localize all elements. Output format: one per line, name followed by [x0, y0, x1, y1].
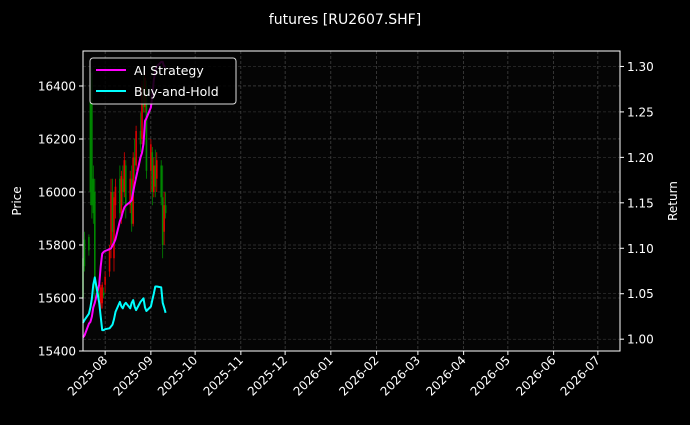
y-left-tick-label: 15400 [38, 345, 76, 359]
candle-body [154, 165, 157, 187]
candle-body [83, 239, 86, 267]
candle-body [133, 157, 136, 166]
candle-body [102, 292, 105, 296]
candle-body [88, 237, 90, 251]
candle-body [110, 191, 112, 245]
candle-body [153, 165, 155, 192]
y-axis-right-label: Return [666, 181, 680, 221]
candle-body [145, 85, 148, 171]
candle-body [101, 284, 103, 304]
y-left-tick-label: 15800 [38, 238, 76, 252]
candle-body [164, 205, 167, 214]
candle-body [122, 178, 124, 192]
candle-body [151, 152, 154, 192]
candle-body [111, 191, 114, 232]
plot-frame [82, 50, 621, 352]
candle-body [119, 178, 121, 214]
y-left-tick-label: 16200 [38, 132, 76, 146]
y-right-tick-label: 1.20 [627, 151, 654, 165]
candle-body [163, 205, 165, 232]
candle-body [139, 131, 142, 145]
candle-body [124, 165, 127, 206]
candle-body [113, 197, 115, 259]
legend-label-ai: AI Strategy [134, 63, 204, 78]
y-right-tick-label: 1.05 [627, 287, 654, 301]
y-right-tick-label: 1.00 [627, 333, 654, 347]
y-axis-left-label: Price [10, 186, 24, 215]
y-left-tick-label: 16400 [38, 79, 76, 93]
legend: AI Strategy Buy-and-Hold [89, 57, 237, 105]
candle-body [108, 250, 111, 272]
candle-body [141, 85, 143, 139]
legend-box [89, 57, 237, 105]
candle-body [161, 197, 164, 245]
candle-body [99, 287, 102, 309]
candle-body [129, 178, 132, 206]
candle-body [155, 160, 158, 179]
y-right-tick-label: 1.10 [627, 242, 654, 256]
legend-label-bh: Buy-and-Hold [134, 84, 219, 99]
candle-body [114, 186, 117, 206]
candle-body [94, 191, 96, 285]
candle-body [91, 72, 93, 206]
candle-body [150, 144, 152, 171]
y-left-tick-label: 16000 [38, 185, 76, 199]
y-left-tick-label: 15600 [38, 291, 76, 305]
candle-body [104, 276, 106, 285]
candle-body [120, 176, 123, 219]
y-right-tick-label: 1.30 [627, 60, 654, 74]
candle-body [98, 292, 101, 298]
y-right-tick-label: 1.15 [627, 196, 654, 210]
candle-body [89, 85, 92, 192]
y-right-tick-label: 1.25 [627, 105, 654, 119]
buy-and-hold-line [82, 276, 167, 332]
candle-body [160, 165, 162, 198]
chart-title: futures [RU2607.SHF] [269, 12, 421, 28]
candle-body [135, 131, 137, 166]
candle-body [92, 178, 95, 214]
candle-body [123, 160, 126, 192]
